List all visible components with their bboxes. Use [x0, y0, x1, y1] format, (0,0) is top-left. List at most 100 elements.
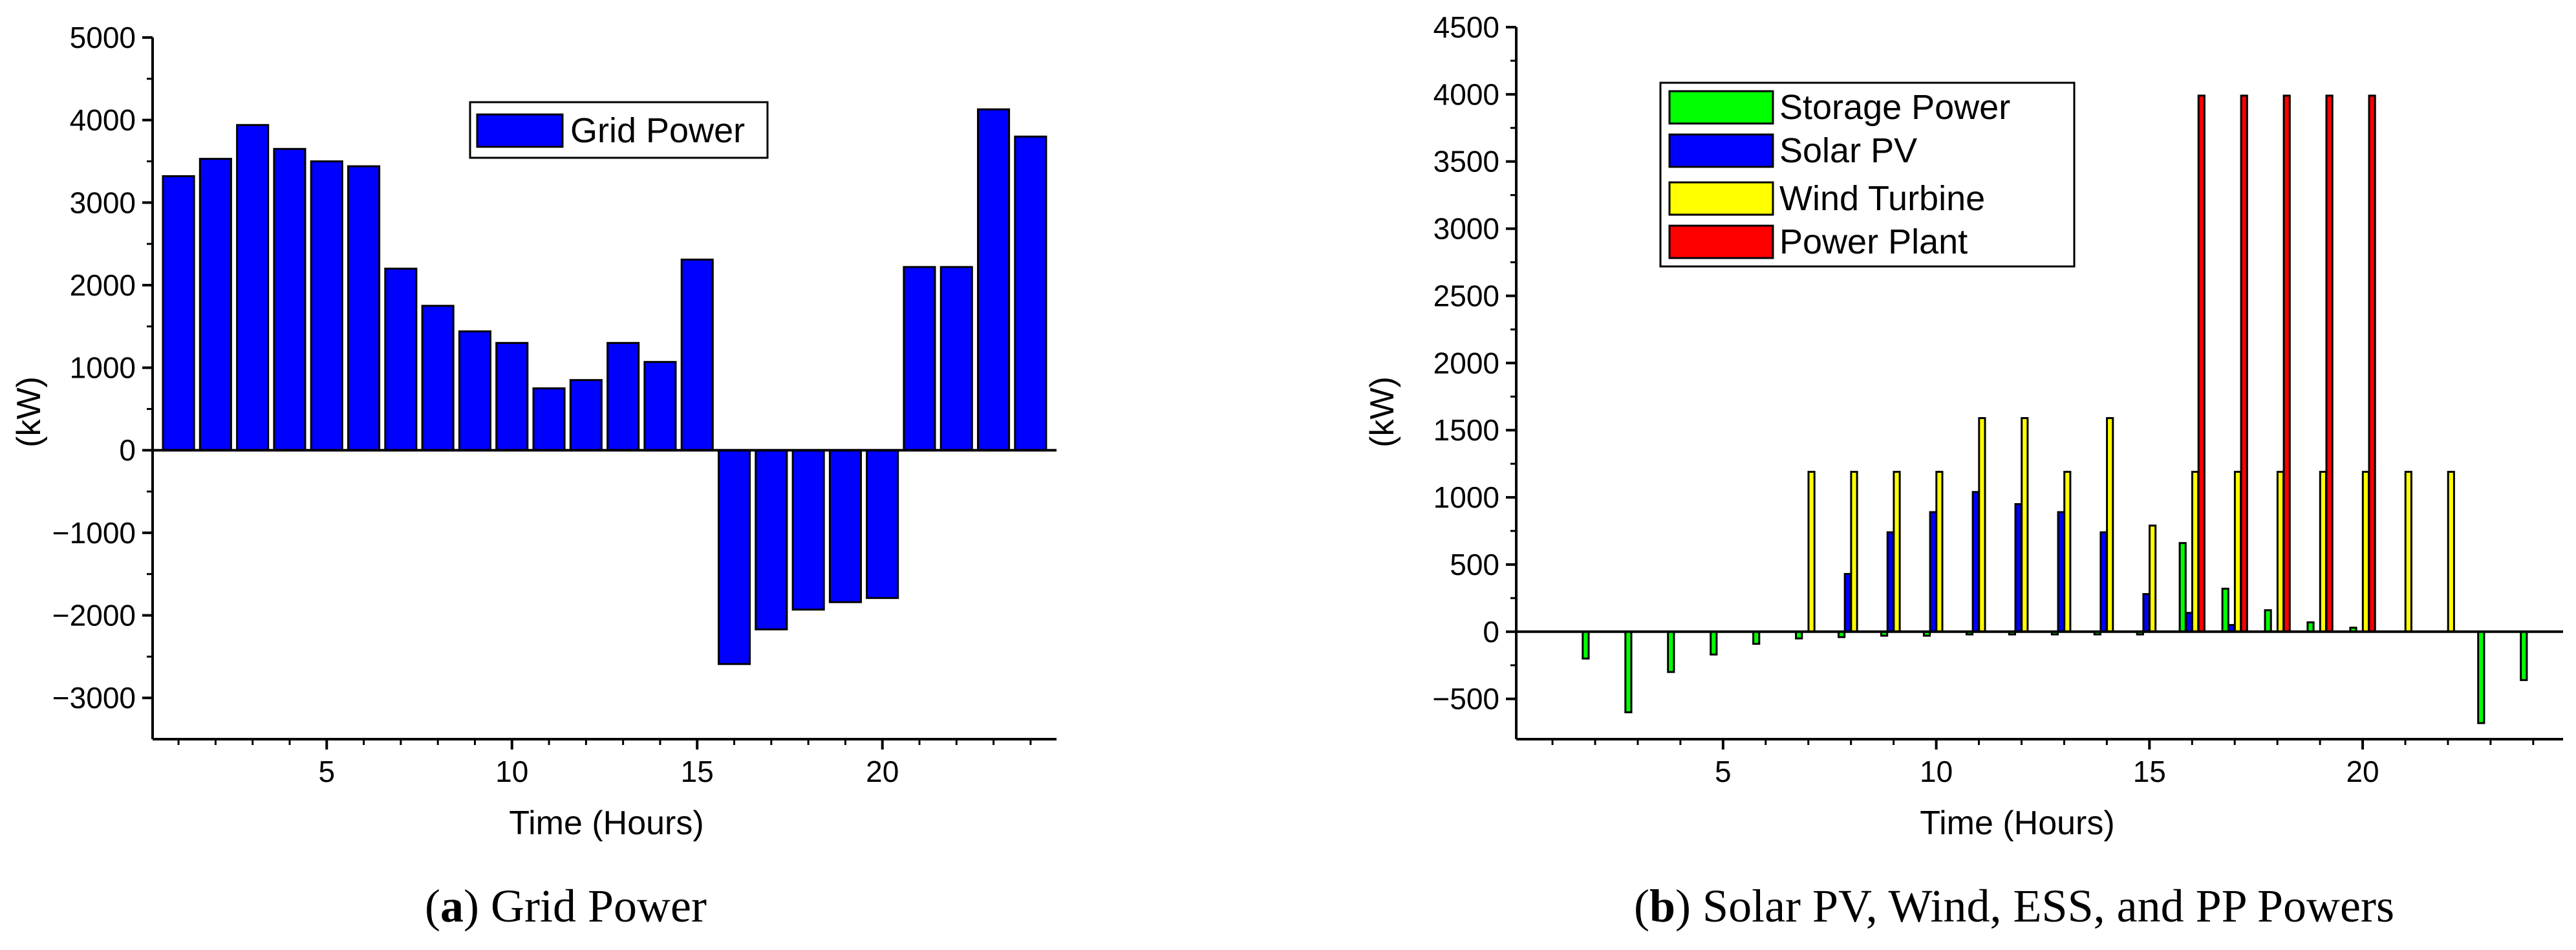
panel-a-bar-grid-power-24	[1014, 135, 1047, 451]
panel-a-bar-grid-power-22	[939, 266, 973, 451]
panel-a-bar-grid-power-15	[680, 258, 714, 451]
panel-b-y-tick-label: 2500	[1433, 279, 1499, 312]
panel-a-bar-grid-power-3	[236, 124, 270, 451]
panel-b-bar-solar-pv-11	[1971, 491, 1980, 633]
panel-b-y-tick-label: 4500	[1433, 10, 1499, 44]
panel-a-y-tick-label: 5000	[70, 21, 136, 54]
panel-b-bar-solar-pv-13	[2057, 511, 2065, 633]
panel-b-y-tick-label: 500	[1450, 548, 1499, 581]
panel-b-bar-storage-power-4	[1667, 631, 1675, 673]
panel-a-bar-grid-power-23	[977, 108, 1011, 451]
panel-b-bar-solar-pv-8	[1843, 573, 1852, 633]
panel-b-y-axis-label: (kW)	[1364, 376, 1401, 448]
panel-b-bar-wind-turbine-11	[1978, 417, 1986, 633]
panel-b-bar-storage-power-18	[2264, 609, 2272, 633]
panel-a-y-tick-label: 0	[119, 433, 136, 467]
panel-a-bar-grid-power-6	[347, 165, 381, 451]
panel-a-bar-grid-power-4	[273, 147, 306, 451]
panel-b-caption-letter: b	[1649, 880, 1675, 932]
panel-a-axes	[151, 38, 1057, 740]
panel-a-x-tick-label: 20	[866, 755, 899, 788]
panel-a-bar-grid-power-21	[903, 266, 936, 451]
panel-b-bar-solar-pv-15	[2142, 593, 2151, 633]
panel-a-y-tick-label: 1000	[70, 351, 136, 385]
panel-a-bar-grid-power-19	[828, 449, 863, 603]
panel-b-bar-solar-pv-12	[2014, 503, 2023, 633]
panel-b-bar-storage-power-16	[2178, 542, 2187, 633]
panel-b-chart: −500 0 500 1000 1500 2000 2500 3000 3500 4000 4500…	[1364, 10, 2563, 932]
panel-b-caption: (b) Solar PV, Wind, ESS, and PP Powers	[1634, 880, 2394, 932]
panel-b-bar-wind-turbine-21	[2404, 471, 2412, 633]
panel-b-bar-storage-power-2	[1582, 631, 1590, 660]
panel-b-ticks: −500 0 500 1000 1500 2000 2500 3000 3500 4000 4500…	[1432, 10, 2535, 788]
panel-b-bar-power-plant-18	[2282, 94, 2291, 633]
panel-a-legend-swatch-grid-power	[476, 113, 564, 148]
panel-b-x-axis-label: Time (Hours)	[1920, 804, 2114, 842]
panel-b-bar-wind-turbine-12	[2021, 417, 2029, 633]
panel-a-x-tick-label: 15	[681, 755, 714, 788]
panel-a-bar-grid-power-10	[495, 341, 529, 451]
panel-a-y-axis-label: (kW)	[10, 376, 48, 448]
panel-a-bar-grid-power-11	[532, 387, 566, 451]
panel-a-legend-label-grid-power: Grid Power	[570, 111, 745, 150]
panel-b-x-tick-label: 20	[2346, 755, 2379, 788]
panel-b-bar-power-plant-17	[2240, 94, 2248, 633]
panel-a-caption: (a) Grid Power	[425, 880, 707, 932]
panel-a-caption-letter: a	[440, 880, 464, 932]
panel-b-x-tick-label: 10	[1920, 755, 1953, 788]
panel-a-bar-grid-power-14	[643, 361, 677, 451]
panel-b-bar-wind-turbine-9	[1893, 471, 1901, 633]
panel-a-bar-grid-power-16	[718, 449, 751, 665]
panel-b-legend-swatch-power-plant	[1668, 224, 1774, 259]
panel-b-bar-wind-turbine-19	[2319, 471, 2328, 633]
panel-b-bar-wind-turbine-14	[2106, 417, 2114, 633]
panel-a-bar-grid-power-2	[199, 158, 232, 451]
panel-b-bar-storage-power-17	[2221, 587, 2229, 633]
panel-b-bar-wind-turbine-18	[2276, 471, 2285, 633]
panel-b-axes	[1515, 27, 2563, 740]
panel-b-bar-storage-power-19	[2306, 621, 2315, 633]
panel-b-bar-solar-pv-16	[2185, 612, 2193, 633]
panel-b-bar-wind-turbine-20	[2361, 471, 2370, 633]
panel-b-bar-wind-turbine-22	[2447, 471, 2455, 633]
panel-b-y-tick-label: 3000	[1433, 212, 1499, 246]
panel-a-legend: Grid Power	[469, 101, 769, 159]
panel-a-bar-grid-power-1	[162, 175, 195, 451]
panel-b-legend-swatch-solar-pv	[1668, 133, 1774, 168]
panel-a-y-tick-label: −2000	[52, 599, 136, 632]
panel-b-legend-label-storage-power: Storage Power	[1779, 88, 2010, 127]
panel-b-legend-swatch-storage-power	[1668, 90, 1774, 125]
panel-b-bar-wind-turbine-7	[1807, 471, 1816, 633]
panel-b-x-tick-label: 5	[1715, 755, 1732, 788]
panel-b-y-tick-label: 1000	[1433, 480, 1499, 514]
panel-b-y-tick-label: 1500	[1433, 413, 1499, 447]
panel-a-y-tick-label: 4000	[70, 103, 136, 137]
panel-a-x-axis-label: Time (Hours)	[509, 804, 703, 842]
panel-b-bar-storage-power-6	[1752, 631, 1761, 645]
panel-b-bar-wind-turbine-16	[2191, 471, 2200, 633]
panel-b-bar-power-plant-16	[2197, 94, 2206, 633]
panel-a-bar-grid-power-17	[755, 449, 788, 631]
panel-b-x-tick-label: 15	[2133, 755, 2166, 788]
panel-b-legend: Storage Power Solar PV Wind Turbine Powe…	[1659, 81, 2076, 268]
panel-a-x-tick-label: 10	[495, 755, 528, 788]
panel-b-bar-power-plant-20	[2368, 94, 2376, 633]
panel-a-chart: −3000 −2000 −1000 0 1000 2000 3000 4000 5000 5 10 1…	[10, 21, 1057, 932]
panel-b-bar-solar-pv-9	[1886, 531, 1894, 633]
panel-a-bar-grid-power-5	[310, 160, 343, 451]
panel-a-bar-grid-power-9	[458, 330, 492, 451]
panel-b-bar-wind-turbine-10	[1935, 471, 1944, 633]
panel-a-x-tick-label: 5	[318, 755, 335, 788]
panel-b-legend-label-solar-pv: Solar PV	[1779, 131, 1917, 170]
panel-b-bar-wind-turbine-17	[2233, 471, 2242, 633]
panel-b-y-tick-label: 0	[1483, 615, 1499, 649]
panel-b-bar-storage-power-3	[1624, 631, 1633, 713]
panel-b-bar-wind-turbine-15	[2149, 524, 2157, 633]
panel-b-y-tick-label: 2000	[1433, 346, 1499, 380]
panel-a-bar-grid-power-8	[421, 305, 455, 451]
panel-b-bar-wind-turbine-8	[1850, 471, 1858, 633]
panel-b-legend-label-power-plant: Power Plant	[1779, 222, 1968, 261]
panel-b-bar-storage-power-23	[2477, 631, 2485, 724]
panel-a-y-tick-label: −1000	[52, 516, 136, 550]
